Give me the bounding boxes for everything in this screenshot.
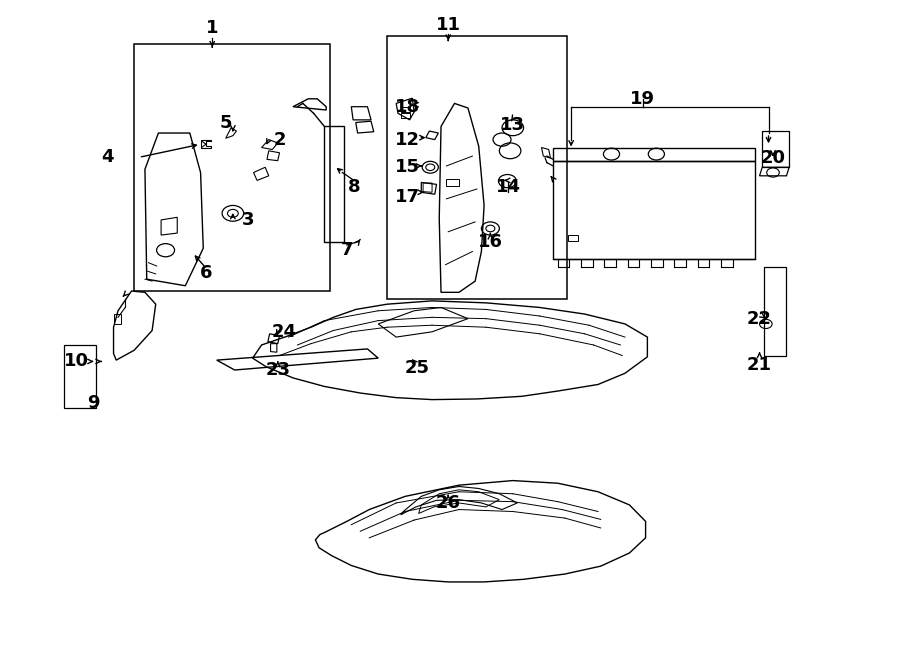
Text: 4: 4 bbox=[101, 148, 113, 167]
Text: 15: 15 bbox=[395, 158, 420, 176]
Bar bbox=[387, 36, 567, 299]
Text: 14: 14 bbox=[496, 178, 521, 196]
Text: 12: 12 bbox=[395, 131, 420, 149]
Text: 21: 21 bbox=[747, 356, 772, 374]
Bar bbox=[324, 126, 344, 242]
Text: 22: 22 bbox=[747, 309, 772, 328]
Text: 25: 25 bbox=[404, 359, 429, 377]
Text: 5: 5 bbox=[220, 114, 232, 132]
Text: 3: 3 bbox=[242, 211, 255, 229]
Text: 8: 8 bbox=[347, 178, 360, 196]
Text: 20: 20 bbox=[760, 149, 786, 167]
Text: 17: 17 bbox=[395, 188, 420, 206]
Text: 16: 16 bbox=[478, 233, 503, 251]
Text: 11: 11 bbox=[436, 16, 461, 34]
Text: 10: 10 bbox=[64, 352, 89, 370]
Text: 19: 19 bbox=[630, 90, 655, 108]
Text: 26: 26 bbox=[436, 494, 461, 512]
Bar bbox=[764, 266, 787, 356]
Text: 2: 2 bbox=[274, 131, 286, 149]
Bar bbox=[134, 44, 329, 291]
Text: 24: 24 bbox=[272, 323, 296, 342]
Bar bbox=[762, 131, 789, 167]
Text: 7: 7 bbox=[340, 241, 353, 259]
Bar bbox=[64, 345, 95, 408]
Text: 23: 23 bbox=[266, 361, 290, 379]
Text: 9: 9 bbox=[86, 394, 99, 412]
Text: 13: 13 bbox=[500, 116, 526, 134]
Text: 6: 6 bbox=[200, 264, 212, 282]
Text: 18: 18 bbox=[395, 98, 420, 116]
Text: 1: 1 bbox=[206, 19, 219, 37]
